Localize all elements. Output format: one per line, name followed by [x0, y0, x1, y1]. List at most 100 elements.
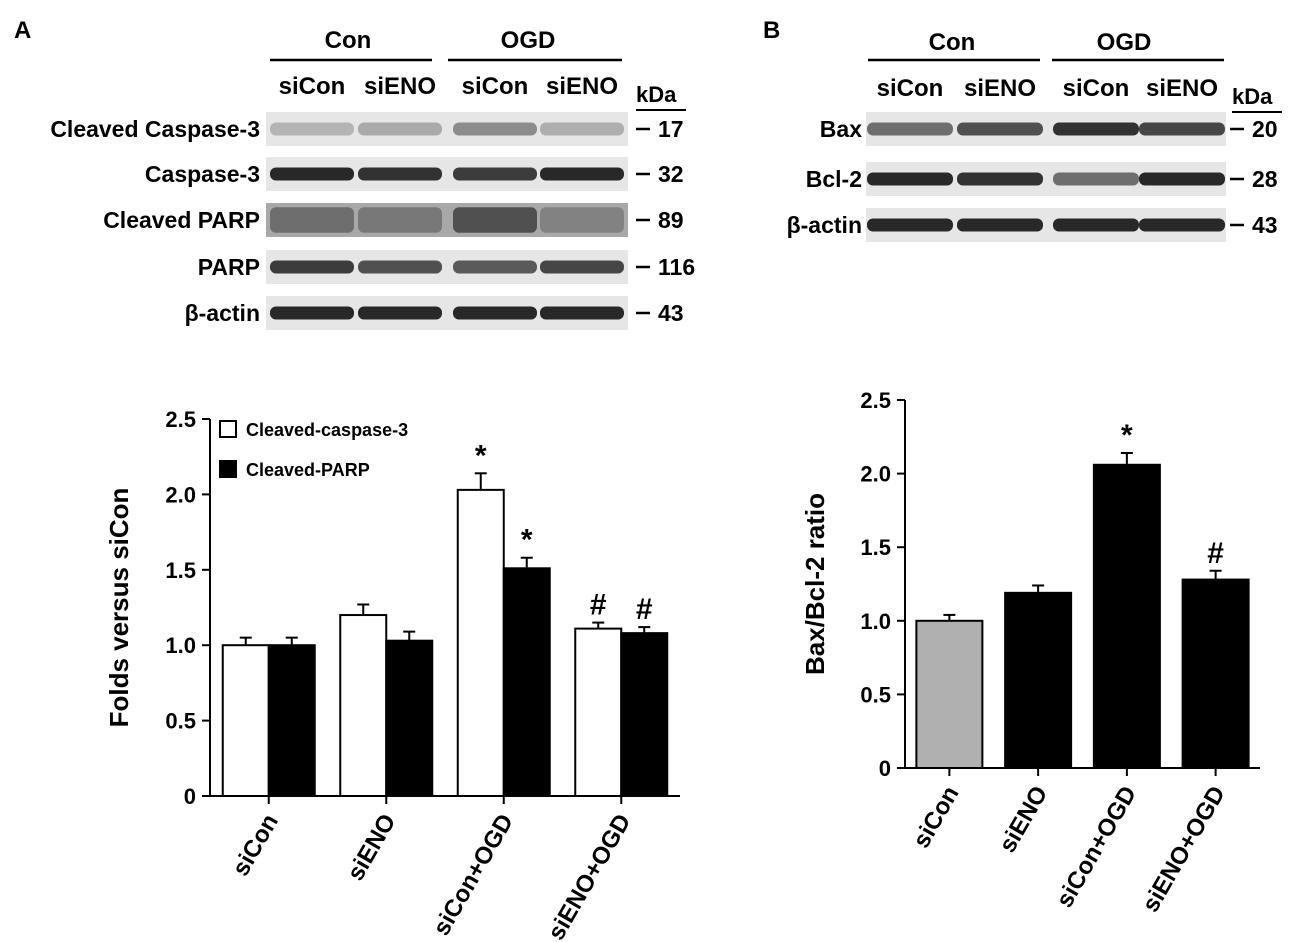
- y-tick-label: 0: [184, 784, 196, 809]
- kda-value: 17: [658, 116, 684, 142]
- blot-band: [453, 122, 537, 136]
- lane-label: siCon: [877, 75, 944, 102]
- lane-label: siCon: [279, 73, 346, 100]
- x-tick-label: siCon+OGD: [1051, 782, 1142, 913]
- bar: [339, 614, 388, 797]
- blot-row-label: Cleaved Caspase-3: [50, 116, 260, 142]
- y-tick-label: 1.0: [165, 633, 196, 658]
- blot-row-label: Cleaved PARP: [103, 207, 260, 233]
- legend-label: Cleaved-PARP: [246, 460, 370, 480]
- bar: [1181, 578, 1250, 769]
- bar: [574, 627, 623, 797]
- y-axis-title: Folds versus siCon: [104, 488, 134, 728]
- y-tick-label: 0.5: [860, 682, 891, 707]
- lane-label: siENO: [1146, 75, 1218, 102]
- blot-band: [957, 218, 1043, 232]
- western-blot-a: Con OGD siCon siENO siCon siENO kDa Cleaved Cas…: [50, 27, 695, 330]
- blot-band: [453, 306, 537, 320]
- group-label: OGD: [1097, 29, 1152, 56]
- blot-row-label: β-actin: [185, 300, 260, 326]
- x-tick-label: siCon+OGD: [428, 810, 519, 941]
- y-tick-label: 2.0: [860, 462, 891, 487]
- bar: [915, 619, 984, 769]
- bar: [385, 639, 434, 798]
- kda-value: 28: [1252, 166, 1278, 192]
- legend-label: Cleaved-caspase-3: [246, 420, 408, 440]
- blot-band: [270, 306, 354, 320]
- significance-marker: #: [590, 589, 607, 622]
- blot-band: [358, 207, 442, 233]
- significance-marker: *: [521, 524, 533, 557]
- blot-band: [1053, 172, 1139, 186]
- x-tick-label: siENO: [994, 782, 1053, 858]
- group-label: Con: [929, 29, 976, 56]
- x-tick-label: siCon: [908, 782, 965, 853]
- blot-band: [1139, 218, 1225, 232]
- y-tick-label: 0: [879, 756, 891, 781]
- significance-marker: #: [1207, 537, 1224, 570]
- group-label: Con: [325, 27, 372, 54]
- kda-value: 116: [658, 254, 695, 280]
- blot-band: [270, 260, 354, 274]
- kda-value: 89: [658, 207, 684, 233]
- blot-band: [270, 167, 354, 181]
- bar: [502, 567, 551, 797]
- blot-row-label: Caspase-3: [145, 161, 260, 187]
- blot-band: [540, 306, 624, 320]
- blot-band: [957, 122, 1043, 136]
- legend-swatch: [219, 420, 237, 438]
- x-tick-label: siENO+OGD: [1137, 782, 1231, 917]
- blot-band: [358, 167, 442, 181]
- bar: [1092, 463, 1161, 769]
- x-tick-label: siENO+OGD: [543, 810, 637, 942]
- blot-band: [1053, 218, 1139, 232]
- y-tick-label: 1.5: [860, 535, 891, 560]
- blot-band: [358, 260, 442, 274]
- blot-band: [1139, 122, 1225, 136]
- y-tick-label: 1.5: [165, 558, 196, 583]
- blot-band: [270, 207, 354, 233]
- blot-band: [453, 260, 537, 274]
- legend-swatch: [219, 460, 237, 478]
- kda-unit-label: kDa: [636, 82, 677, 107]
- blot-band: [540, 260, 624, 274]
- lane-label: siCon: [462, 73, 529, 100]
- y-tick-label: 2.5: [860, 388, 891, 413]
- bar-chart-a: 0 0.5 1.0 1.5 2.0 2.5 Folds versus siCon siCon s…: [104, 407, 680, 942]
- significance-marker: #: [636, 593, 653, 626]
- blot-band: [867, 218, 953, 232]
- blot-row-label: Bcl-2: [806, 166, 862, 192]
- blot-row-label: PARP: [198, 254, 260, 280]
- blot-band: [867, 122, 953, 136]
- y-tick-label: 2.0: [165, 482, 196, 507]
- blot-band: [540, 122, 624, 136]
- bar: [1004, 591, 1073, 769]
- significance-marker: *: [475, 439, 487, 472]
- group-label: OGD: [501, 27, 556, 54]
- blot-band: [540, 167, 624, 181]
- x-tick-label: siENO: [342, 810, 401, 886]
- lane-label: siENO: [364, 73, 436, 100]
- blot-row-label: β-actin: [787, 212, 862, 238]
- significance-marker: *: [1121, 419, 1133, 452]
- blot-band: [270, 122, 354, 136]
- kda-value: 20: [1252, 116, 1278, 142]
- blot-band: [358, 306, 442, 320]
- x-tick-label: siCon: [227, 810, 284, 881]
- blot-band: [358, 122, 442, 136]
- blot-band: [1139, 172, 1225, 186]
- blot-band: [867, 172, 953, 186]
- blot-band: [453, 167, 537, 181]
- kda-unit-label: kDa: [1232, 84, 1273, 109]
- panel-a-letter: A: [14, 17, 31, 44]
- blot-row-label: Bax: [820, 116, 862, 142]
- lane-label: siCon: [1063, 75, 1130, 102]
- lane-label: siENO: [964, 75, 1036, 102]
- kda-value: 43: [1252, 212, 1278, 238]
- y-axis-title: Bax/Bcl-2 ratio: [800, 493, 830, 675]
- western-blot-b: Con OGD siCon siENO siCon siENO kDa Bax 20 Bcl-2 2…: [787, 29, 1282, 242]
- blot-band: [1053, 122, 1139, 136]
- blot-band: [453, 207, 537, 233]
- blot-band: [540, 207, 624, 233]
- kda-value: 32: [658, 161, 684, 187]
